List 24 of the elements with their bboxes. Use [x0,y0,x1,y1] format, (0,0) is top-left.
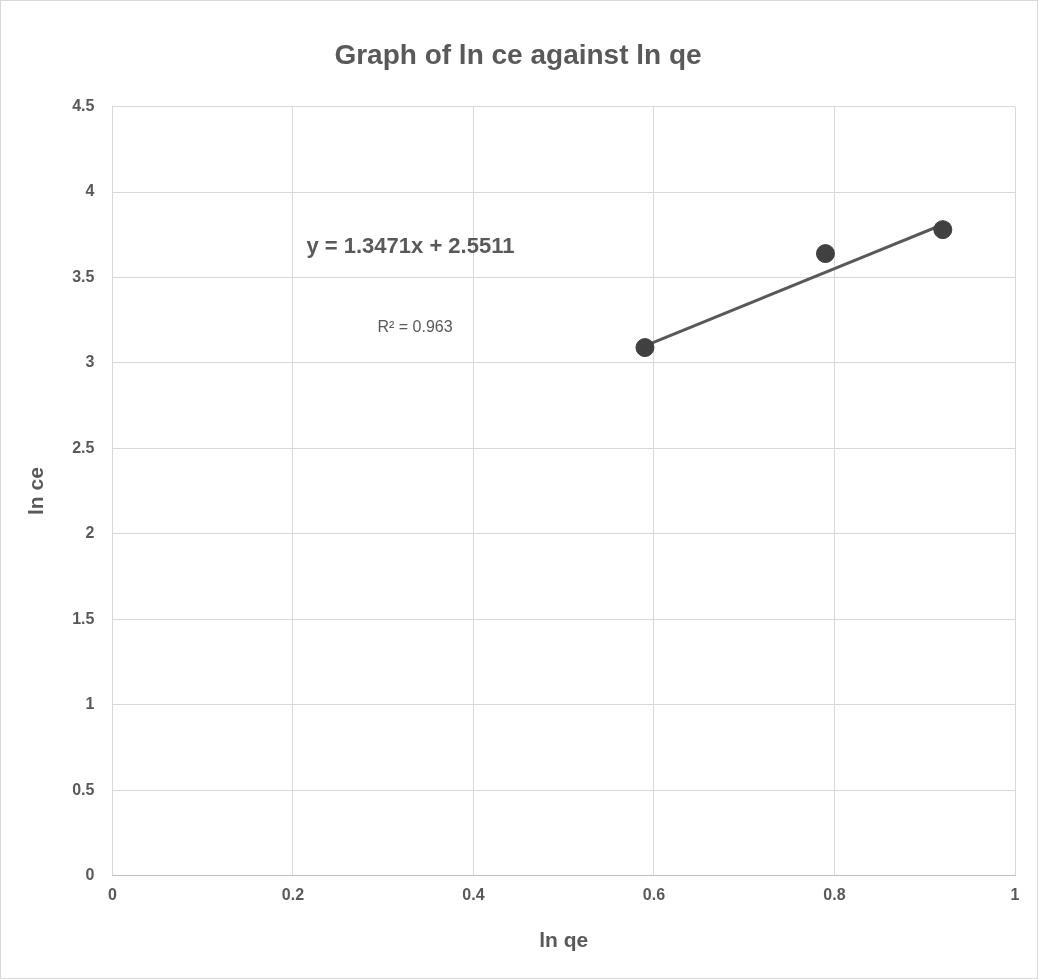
chart-title: Graph of ln ce against ln qe [334,38,702,70]
annotation: R² = 0.963 [377,318,453,336]
y-tick-label: 0 [85,866,95,884]
y-tick-label: 3.5 [72,267,95,285]
y-tick-label: 1.5 [72,609,95,627]
y-tick-label: 2.5 [72,438,95,456]
x-tick-label: 0 [107,885,117,903]
y-tick-label: 0.5 [72,780,95,798]
x-tick-label: 0.6 [642,885,666,903]
y-tick-label: 2 [85,524,95,542]
x-tick-label: 0.2 [281,885,305,903]
x-axis-title: ln qe [539,928,589,952]
y-tick-label: 4 [85,182,95,200]
y-axis-title: ln ce [24,467,48,516]
y-tick-label: 4.5 [72,97,95,115]
point [635,338,655,358]
point [815,244,835,264]
point [933,220,953,240]
x-tick-label: 1 [1010,885,1020,903]
annotation: y = 1.3471x + 2.5511 [306,232,515,258]
x-tick-label: 0.8 [823,885,846,903]
y-tick-label: 1 [85,695,95,713]
y-tick-label: 3 [85,353,95,371]
x-tick-label: 0.4 [462,885,485,903]
